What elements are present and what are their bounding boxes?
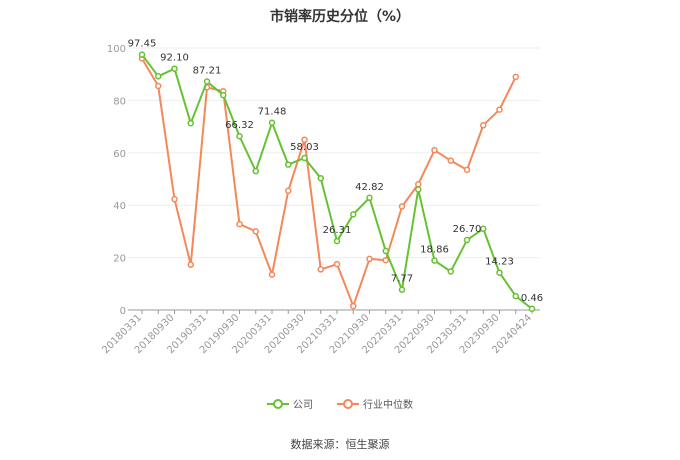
company-point bbox=[252, 167, 259, 175]
industry-point bbox=[155, 82, 162, 90]
company-point bbox=[301, 154, 308, 162]
y-tick-label: 80 bbox=[113, 96, 126, 107]
company-point bbox=[366, 194, 373, 202]
y-tick-label: 40 bbox=[113, 201, 126, 212]
industry-line bbox=[141, 57, 517, 308]
industry-point bbox=[447, 157, 454, 164]
company-data-label: 26.31 bbox=[323, 225, 352, 236]
axes: 0204060801002018033120180930201903312019… bbox=[100, 44, 540, 356]
industry-point bbox=[480, 122, 487, 129]
company-point bbox=[528, 305, 536, 313]
company-data-label: 58.03 bbox=[290, 142, 319, 153]
company-point bbox=[236, 132, 243, 140]
legend-industry-label: 行业中位数 bbox=[363, 400, 413, 411]
company-data-label: 87.21 bbox=[193, 66, 222, 77]
industry-point bbox=[301, 136, 308, 143]
industry-point bbox=[382, 256, 389, 264]
y-tick-label: 20 bbox=[113, 254, 126, 265]
company-point bbox=[480, 225, 487, 233]
y-tick-label: 60 bbox=[113, 149, 126, 160]
company-data-label: 7.77 bbox=[391, 274, 413, 285]
company-point bbox=[415, 186, 422, 193]
company-point bbox=[350, 211, 357, 218]
company-point bbox=[285, 161, 292, 168]
company-point bbox=[155, 73, 162, 80]
industry-point bbox=[431, 146, 438, 154]
industry-point bbox=[187, 261, 194, 268]
industry-point bbox=[268, 271, 276, 278]
gridlines bbox=[128, 47, 540, 259]
company-point bbox=[496, 269, 503, 276]
industry-point bbox=[252, 228, 259, 235]
industry-point bbox=[236, 220, 243, 228]
company-data-label: 92.10 bbox=[160, 53, 189, 64]
industry-point bbox=[415, 180, 422, 188]
company-point bbox=[512, 292, 519, 300]
company-data-label: 42.82 bbox=[355, 182, 384, 193]
company-data-label: 14.23 bbox=[485, 257, 514, 268]
legend-item-industry[interactable]: 行业中位数 bbox=[337, 396, 413, 411]
company-point bbox=[203, 78, 211, 85]
industry-point bbox=[463, 166, 471, 174]
industry-point bbox=[398, 203, 406, 210]
industry-point bbox=[366, 255, 373, 263]
industry-point bbox=[171, 195, 178, 203]
y-tick-label: 0 bbox=[120, 306, 126, 317]
company-point bbox=[171, 65, 178, 72]
company-data-label: 71.48 bbox=[258, 107, 287, 118]
legend-industry-marker-icon bbox=[337, 398, 359, 409]
industry-point bbox=[317, 266, 324, 273]
company-data-label: 18.86 bbox=[420, 245, 449, 256]
series bbox=[138, 51, 536, 313]
company-point bbox=[220, 91, 227, 99]
industry-point bbox=[512, 73, 519, 81]
company-point bbox=[268, 119, 276, 126]
legend-item-company[interactable]: 公司 bbox=[267, 396, 313, 411]
company-point bbox=[447, 268, 454, 275]
industry-point bbox=[350, 302, 357, 310]
chart-title: 市销率历史分位（%） bbox=[269, 9, 411, 25]
company-point bbox=[333, 237, 341, 245]
company-line bbox=[141, 54, 533, 310]
industry-point bbox=[285, 187, 292, 195]
company-data-label: 0.46 bbox=[521, 293, 543, 304]
company-point bbox=[382, 247, 389, 255]
legend: 公司 行业中位数 bbox=[0, 396, 680, 411]
company-data-label: 66.32 bbox=[225, 120, 254, 131]
company-point bbox=[398, 286, 406, 293]
industry-point bbox=[333, 260, 341, 268]
industry-point bbox=[496, 106, 503, 113]
company-point bbox=[463, 236, 471, 244]
company-data-label: 97.45 bbox=[128, 39, 157, 50]
company-data-label: 26.70 bbox=[453, 224, 482, 235]
company-point bbox=[317, 174, 324, 182]
y-tick-label: 100 bbox=[107, 44, 126, 55]
company-point bbox=[138, 51, 146, 58]
company-point bbox=[431, 257, 438, 264]
company-point bbox=[187, 119, 194, 127]
legend-company-marker-icon bbox=[267, 398, 289, 409]
legend-company-label: 公司 bbox=[293, 400, 313, 411]
data-source: 数据来源：恒生聚源 bbox=[290, 438, 390, 451]
